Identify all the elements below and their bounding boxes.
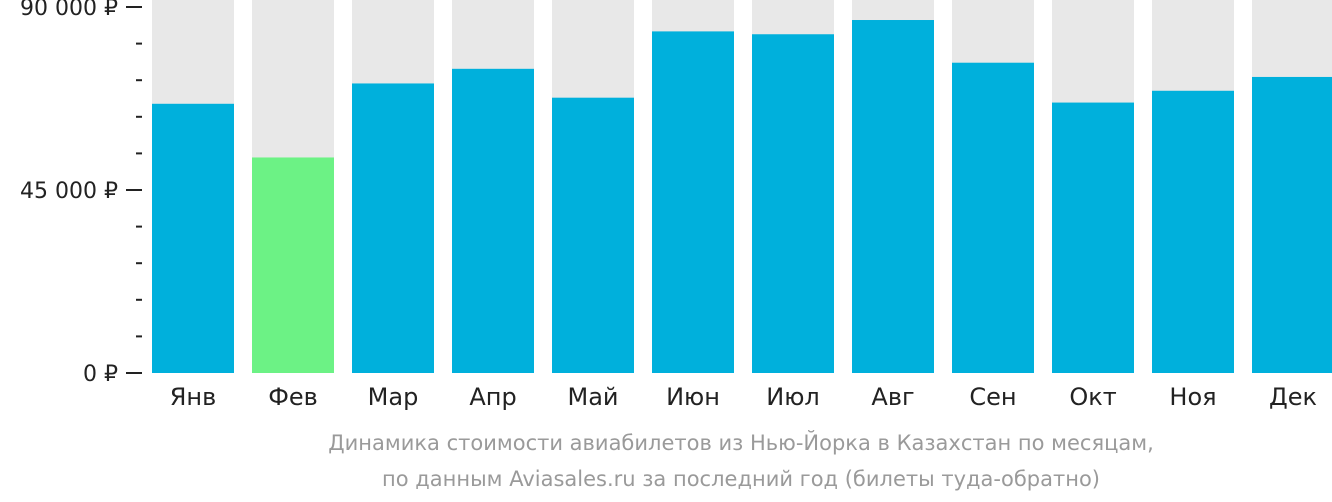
y-tick-label: 90 000 ₽ — [20, 0, 118, 21]
x-tick-label: Дек — [1269, 383, 1317, 411]
x-tick-label: Фев — [268, 383, 318, 411]
x-tick-label: Июн — [666, 383, 720, 411]
data-bars — [152, 20, 1332, 374]
bar-Окт — [1052, 102, 1134, 374]
x-axis: Янв Фев Мар Апр Май Июн Июл Авг Сен Окт Ноя Дек — [170, 383, 1317, 411]
bar-Май — [552, 97, 634, 373]
bar-Янв — [152, 103, 234, 373]
x-tick-label: Июл — [766, 383, 820, 411]
x-tick-label: Авг — [871, 383, 914, 411]
y-tick-label: 0 ₽ — [83, 362, 118, 387]
x-tick-label: Ноя — [1169, 383, 1216, 411]
bar-chart: 0 ₽ 45 000 ₽ 90 000 ₽ Янв Фев Мар Апр Май Июн Ию… — [20, 0, 1332, 411]
y-axis: 0 ₽ 45 000 ₽ 90 000 ₽ — [20, 0, 142, 387]
x-tick-label: Май — [567, 383, 618, 411]
bar-Дек — [1252, 76, 1332, 374]
bar-Ноя — [1152, 90, 1234, 374]
bar-Мар — [352, 83, 434, 373]
x-tick-label: Окт — [1069, 383, 1116, 411]
y-tick-label: 45 000 ₽ — [20, 179, 118, 204]
bar-Июл — [752, 34, 834, 373]
bar-Сен — [952, 62, 1034, 374]
bar-Фев — [252, 157, 334, 373]
x-tick-label: Мар — [368, 383, 419, 411]
bar-Авг — [852, 20, 934, 373]
x-tick-label: Сен — [969, 383, 1016, 411]
chart-caption-line-1: Динамика стоимости авиабилетов из Нью-Йо… — [328, 431, 1154, 455]
bar-Апр — [452, 68, 534, 374]
x-tick-label: Янв — [170, 383, 217, 411]
chart-caption-line-2: по данным Aviasales.ru за последний год … — [382, 467, 1100, 491]
x-tick-label: Апр — [469, 383, 516, 411]
bar-Июн — [652, 31, 734, 374]
